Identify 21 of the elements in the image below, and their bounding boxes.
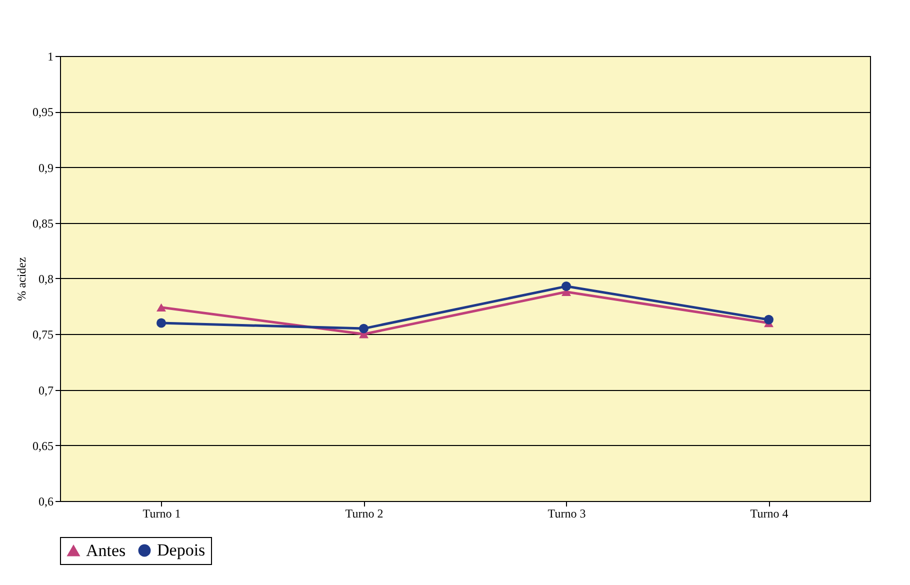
y-tick-label: 0,65: [32, 438, 54, 453]
point: [156, 303, 166, 312]
point: [562, 282, 571, 292]
x-tick-label: Turno 1: [142, 506, 181, 520]
y-tick-label: 0,7: [38, 383, 54, 398]
y-tick-label: 0,8: [38, 272, 54, 286]
y-tick-label: 0,9: [38, 160, 54, 175]
point: [156, 318, 166, 328]
legend-label: Antes: [86, 540, 126, 560]
y-tick-label: 0,85: [32, 216, 54, 230]
y-tick-label: 0,75: [32, 328, 54, 342]
y-tick-label: 0,95: [32, 105, 54, 120]
y-axis-title: % acidez: [14, 257, 28, 301]
y-tick-label: 0,6: [38, 494, 54, 508]
legend-label: Depois: [157, 540, 206, 560]
x-tick-label: Turno 4: [750, 506, 788, 520]
point: [359, 324, 368, 334]
point: [764, 314, 774, 324]
x-tick-label: Turno 3: [548, 506, 586, 520]
y-tick-label: 1: [48, 50, 54, 64]
x-tick-label: Turno 2: [345, 506, 384, 520]
